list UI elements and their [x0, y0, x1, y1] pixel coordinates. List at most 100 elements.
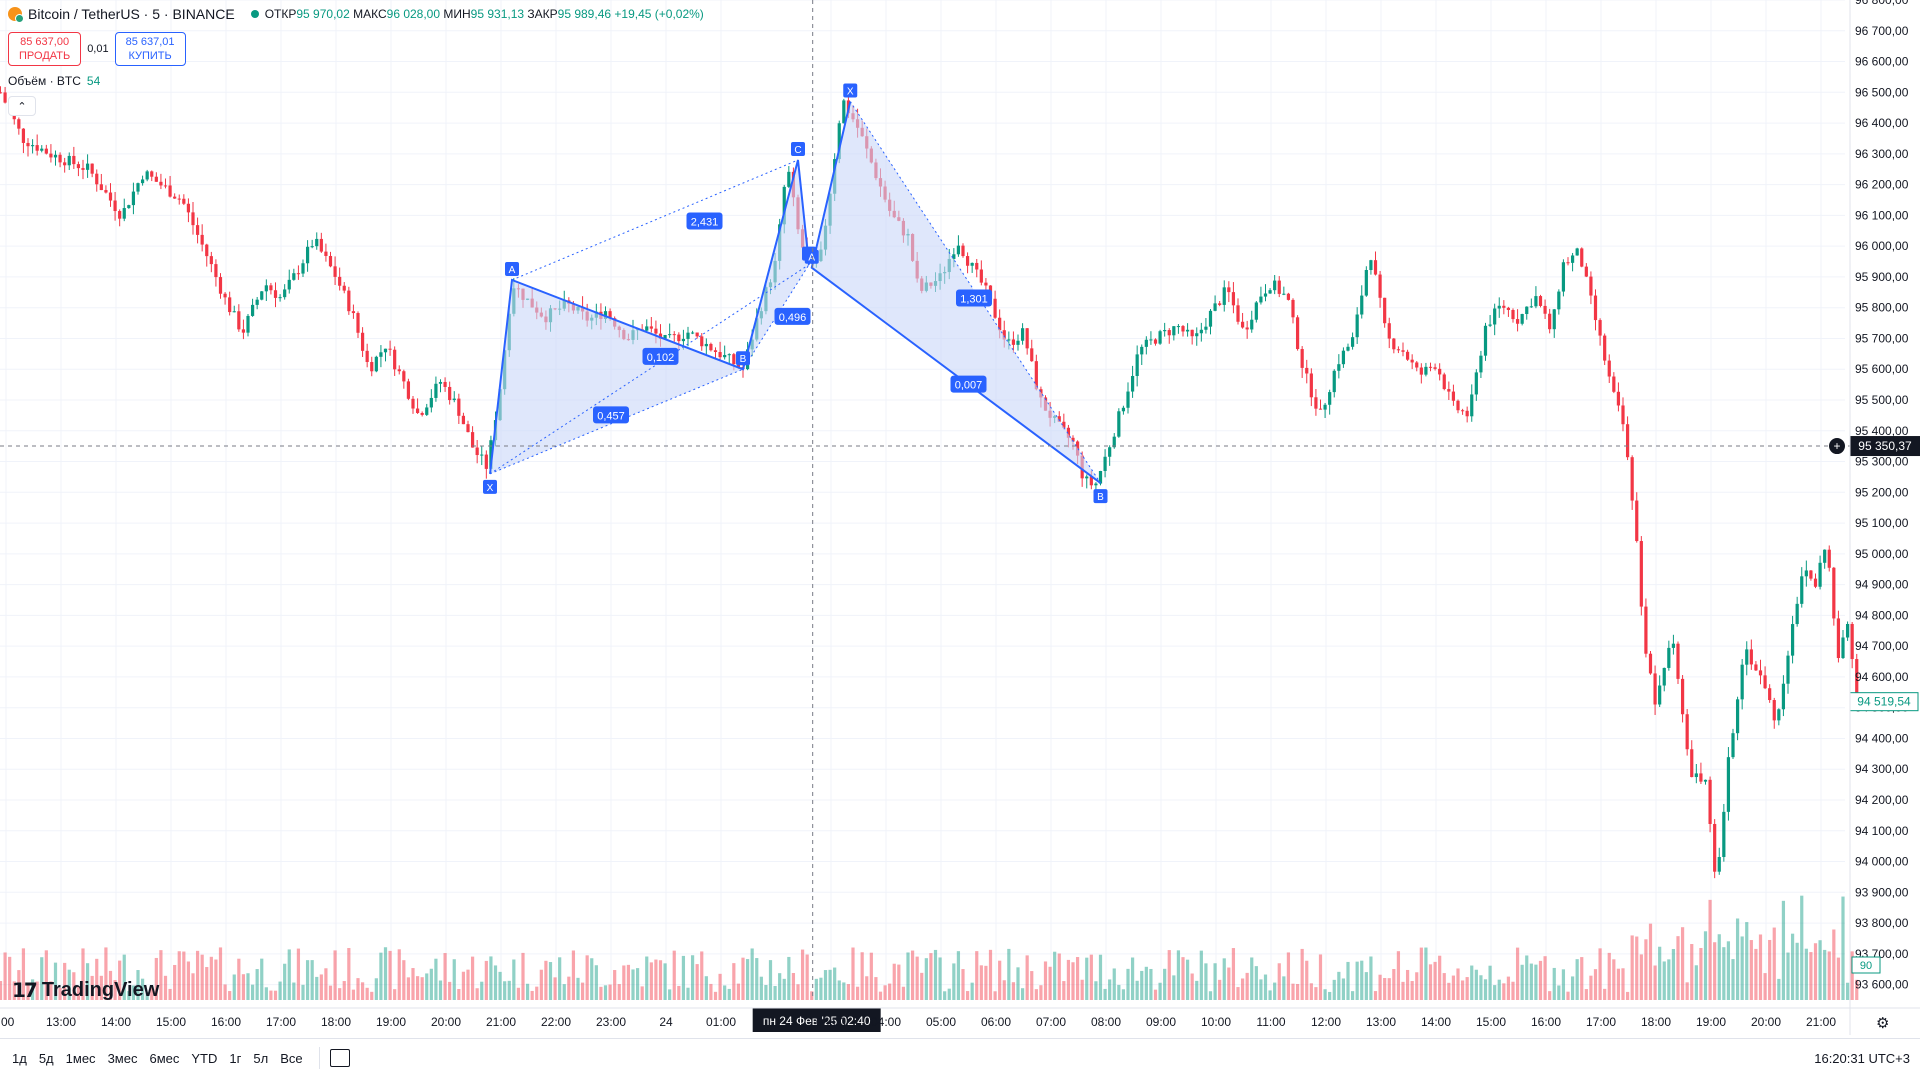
- candle-body: [1236, 305, 1240, 322]
- volume-bar: [1231, 948, 1236, 1000]
- pattern-point-label: X: [847, 87, 854, 98]
- range-ytd-button[interactable]: YTD: [191, 1050, 218, 1066]
- volume-bar: [1790, 933, 1795, 1000]
- volume-bar: [85, 963, 90, 1000]
- symbol-title[interactable]: Bitcoin / TetherUS · 5 · BINANCE: [28, 6, 235, 22]
- volume-bar: [1630, 935, 1634, 1000]
- candle-body: [686, 332, 690, 339]
- volume-bar: [1589, 975, 1593, 1000]
- volume-bar: [1493, 985, 1497, 1000]
- candle-body: [1731, 733, 1735, 758]
- time-tick-label: 22:00: [541, 1015, 571, 1029]
- volume-bar: [1442, 973, 1446, 1000]
- tradingview-logo[interactable]: 𝟭𝟳 TradingView: [12, 978, 159, 1003]
- candle-body: [1323, 404, 1327, 410]
- close-value: 95 989,46: [557, 7, 612, 21]
- pattern-ratio-badge: [593, 406, 629, 424]
- volume-bar: [30, 979, 35, 1000]
- volume-bar: [1268, 990, 1272, 1000]
- range-6m-button[interactable]: 6мес: [149, 1050, 180, 1066]
- time-tick-label: 16:00: [211, 1015, 241, 1029]
- volume-bar: [1662, 961, 1666, 1000]
- volume-bar: [1259, 979, 1263, 1000]
- volume-bar: [1621, 968, 1625, 1000]
- volume-bar: [360, 982, 365, 1000]
- range-1y-button[interactable]: 1г: [229, 1050, 242, 1066]
- volume-bar: [122, 954, 126, 1000]
- volume-bar: [645, 956, 649, 1000]
- candle-body: [1442, 374, 1446, 390]
- volume-bar: [1438, 955, 1442, 1000]
- volume-bar: [1163, 968, 1167, 1000]
- range-3m-button[interactable]: 3мес: [107, 1050, 138, 1066]
- pattern-point-label: C: [794, 145, 801, 156]
- candle-body: [1483, 325, 1488, 356]
- range-all-button[interactable]: Все: [280, 1050, 303, 1066]
- volume-bar: [406, 977, 411, 1000]
- clock-timezone[interactable]: 16:20:31 UTC+3: [1814, 1050, 1910, 1066]
- candle-body: [1277, 280, 1281, 294]
- volume-bar: [759, 976, 763, 1000]
- buy-button[interactable]: 85 637,01 КУПИТЬ: [114, 32, 186, 66]
- candle-body: [1749, 649, 1753, 665]
- time-axis[interactable]: :00 13:00 14:00 15:00 16:00 17:00 18:00 19:00 20…: [0, 1007, 1920, 1029]
- volume-bar: [713, 991, 718, 1000]
- candle-body: [965, 256, 970, 266]
- volume-bar: [750, 948, 754, 1000]
- volume-bar: [1823, 949, 1827, 1000]
- candle-body: [1703, 779, 1708, 782]
- volume-bar: [1273, 982, 1277, 1000]
- range-5d-button[interactable]: 5д: [38, 1050, 54, 1066]
- volume-bar: [562, 984, 566, 1000]
- range-5y-button[interactable]: 5л: [253, 1050, 269, 1066]
- candle-body: [232, 311, 236, 313]
- volume-bar: [1016, 967, 1020, 1000]
- candle-body: [205, 244, 209, 257]
- candle-body: [393, 349, 397, 370]
- plus-icon: +: [1833, 439, 1840, 453]
- price-tick-label: 96 100,00: [1855, 208, 1909, 222]
- candle-body: [108, 192, 113, 201]
- volume-bar: [933, 949, 938, 1000]
- candle-body: [17, 119, 21, 129]
- candle-body: [214, 264, 218, 278]
- volume-bar: [173, 964, 177, 1000]
- volume-bar: [1250, 957, 1254, 1000]
- candle-body: [1630, 457, 1634, 501]
- candle-body: [1694, 773, 1698, 778]
- candle-body: [1158, 331, 1162, 344]
- volume-bar: [1593, 969, 1598, 1000]
- candle-body: [406, 381, 411, 399]
- volume-bar: [1763, 973, 1767, 1000]
- candle-body: [1740, 664, 1744, 700]
- price-axis[interactable]: 96 800,00 96 700,00 96 600,00 96 500,00 96 4…: [1849, 0, 1919, 1035]
- volume-bar: [127, 991, 131, 1000]
- collapse-legend-button[interactable]: ⌃: [8, 96, 36, 116]
- range-1d-button[interactable]: 1д: [12, 1050, 27, 1066]
- candle-body: [324, 251, 328, 256]
- candle-body: [1117, 411, 1121, 437]
- pattern-ratio-label: 0,457: [597, 410, 625, 422]
- candle-body: [365, 350, 369, 363]
- volume-legend[interactable]: Объём · BTC 54: [8, 74, 100, 88]
- volume-bar: [49, 981, 53, 1000]
- range-1m-button[interactable]: 1мес: [65, 1050, 96, 1066]
- price-tick-label: 95 500,00: [1855, 393, 1909, 407]
- candle-body: [718, 352, 722, 358]
- volume-bar: [241, 974, 246, 1000]
- calendar-icon[interactable]: [329, 1049, 350, 1067]
- sell-button[interactable]: 85 637,00 ПРОДАТЬ: [8, 32, 82, 66]
- candle-body: [241, 329, 246, 333]
- volume-bar: [310, 960, 314, 1000]
- pattern-ratio-label: 0,007: [955, 380, 983, 392]
- gear-icon[interactable]: ⚙: [1876, 1015, 1890, 1032]
- candle-body: [186, 203, 191, 213]
- volume-bar: [195, 950, 200, 1000]
- volume-bar: [26, 983, 30, 1000]
- candle-body: [1836, 618, 1841, 659]
- candle-body: [374, 356, 378, 372]
- candle-body: [1479, 355, 1483, 373]
- volume-bar: [1053, 951, 1057, 1000]
